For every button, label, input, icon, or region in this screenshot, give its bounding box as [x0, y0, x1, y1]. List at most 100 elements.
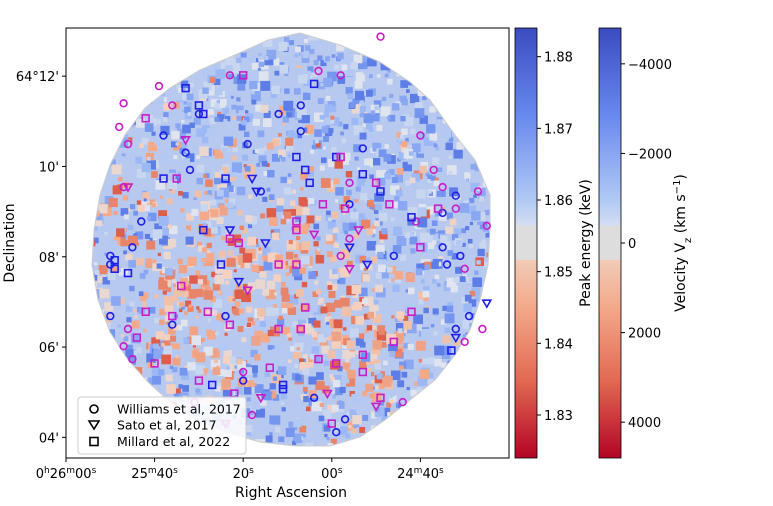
- map-cell: [420, 161, 429, 170]
- map-cell: [125, 349, 134, 358]
- map-cell: [267, 252, 278, 263]
- map-cell: [383, 153, 392, 162]
- map-cell: [278, 149, 286, 158]
- map-cell: [364, 182, 373, 191]
- map-cell: [265, 215, 271, 222]
- map-cell: [288, 239, 293, 245]
- map-cell: [130, 333, 141, 344]
- map-cell: [152, 375, 161, 385]
- map-cell: [386, 402, 392, 408]
- map-cell: [223, 350, 232, 359]
- map-cell: [410, 128, 416, 135]
- map-cell: [257, 67, 261, 71]
- map-cell: [283, 100, 294, 111]
- sato-marker: [353, 226, 364, 236]
- map-cell: [226, 185, 234, 193]
- map-cell: [254, 149, 259, 153]
- map-cell: [160, 125, 170, 135]
- map-cell: [369, 371, 375, 377]
- map-cell: [153, 343, 159, 350]
- map-cell: [227, 356, 236, 366]
- map-cell: [299, 425, 307, 433]
- map-cell: [376, 373, 383, 380]
- map-cell: [154, 317, 160, 324]
- map-cell: [335, 98, 342, 106]
- map-cell: [443, 284, 450, 291]
- map-cell: [295, 291, 301, 297]
- map-cell: [143, 328, 147, 333]
- map-cell: [320, 178, 331, 188]
- map-cell: [293, 206, 304, 216]
- map-cell: [305, 443, 314, 446]
- map-cell: [236, 57, 242, 63]
- map-cell: [313, 305, 324, 315]
- map-cell: [446, 305, 454, 313]
- map-cell: [379, 239, 384, 243]
- map-cell: [373, 386, 377, 390]
- map-cell: [436, 241, 442, 247]
- map-cell: [232, 155, 237, 161]
- map-cell: [154, 140, 160, 146]
- map-cell: [224, 332, 228, 336]
- map-cell: [275, 254, 283, 262]
- millard-marker: [177, 281, 186, 291]
- map-cell: [302, 207, 310, 215]
- map-cell: [418, 132, 427, 141]
- y-axis-label: Declination: [2, 203, 18, 282]
- map-cell: [311, 401, 322, 412]
- map-cell: [280, 156, 286, 162]
- map-cell: [266, 280, 276, 290]
- map-cell: [408, 287, 415, 295]
- map-cell: [159, 319, 165, 326]
- map-cell: [308, 357, 313, 363]
- map-cell: [215, 88, 223, 96]
- map-cell: [184, 106, 191, 114]
- map-cell: [116, 228, 125, 237]
- map-cell: [264, 56, 274, 66]
- map-cell: [362, 298, 368, 305]
- map-cell: [182, 91, 190, 99]
- map-cell: [158, 210, 168, 220]
- map-cell: [349, 365, 354, 371]
- map-cell: [270, 230, 274, 234]
- map-cell: [237, 360, 246, 370]
- map-cell: [157, 385, 168, 396]
- map-cell: [237, 210, 243, 216]
- map-cell: [299, 158, 308, 167]
- map-cell: [436, 283, 441, 287]
- map-cell: [214, 177, 221, 185]
- map-cell: [319, 402, 324, 407]
- map-cell: [351, 104, 362, 114]
- map-cell: [411, 173, 420, 182]
- map-cell: [279, 64, 289, 74]
- map-cell: [263, 110, 271, 118]
- map-cell: [221, 378, 231, 388]
- map-cell: [301, 115, 310, 124]
- map-cell: [155, 95, 164, 105]
- map-cell: [469, 290, 476, 297]
- map-cell: [251, 336, 261, 346]
- map-cell: [394, 331, 404, 341]
- map-cell: [330, 376, 335, 382]
- map-cell: [294, 435, 302, 443]
- map-cell: [199, 261, 206, 267]
- map-cell: [369, 218, 378, 227]
- colorbar-tick-label: 1.88: [544, 51, 573, 66]
- map-cell: [406, 89, 410, 93]
- map-cell: [146, 353, 156, 363]
- map-cell: [109, 159, 116, 166]
- map-cell: [366, 134, 375, 143]
- map-cell: [368, 74, 373, 79]
- colorbar-velocity-bar: [598, 27, 622, 459]
- map-cell: [281, 407, 286, 412]
- map-cell: [351, 284, 362, 295]
- map-cell: [388, 114, 396, 122]
- map-cell: [454, 228, 461, 235]
- map-cell: [352, 98, 359, 105]
- map-cell: [298, 52, 302, 56]
- map-cell: [380, 106, 391, 117]
- map-cell: [215, 331, 219, 336]
- map-cell: [221, 236, 226, 241]
- map-cell: [332, 268, 338, 275]
- map-cell: [291, 397, 301, 408]
